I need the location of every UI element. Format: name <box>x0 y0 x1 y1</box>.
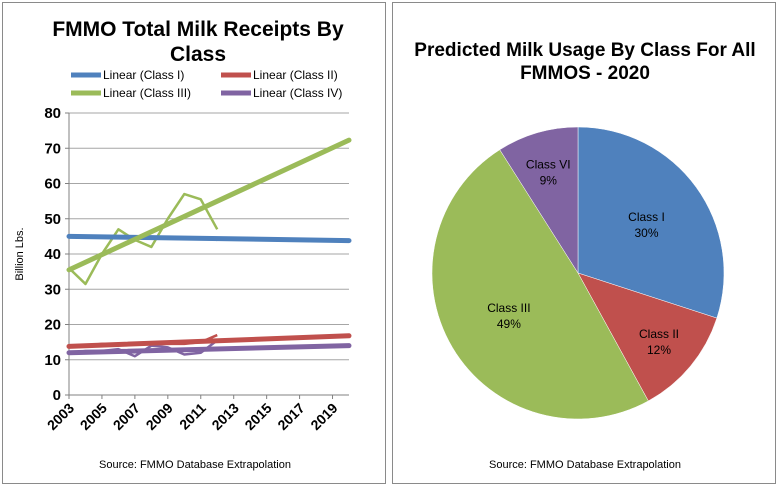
x-tick-label: 2019 <box>307 400 340 433</box>
legend-label: Linear (Class IV) <box>253 86 342 100</box>
pie-label-value: 9% <box>540 174 558 188</box>
pie-label-name: Class II <box>639 327 679 341</box>
x-tick-label: 2005 <box>77 400 110 433</box>
y-tick-label: 70 <box>44 140 61 157</box>
series-line-class-iii <box>68 192 219 286</box>
y-tick-label: 40 <box>44 246 61 263</box>
pie-chart-panel: Predicted Milk Usage By Class For All FM… <box>392 2 776 484</box>
trend-line-class-i <box>66 233 352 244</box>
x-tick-label: 2003 <box>44 400 77 433</box>
pie-slice-class-i <box>577 126 725 319</box>
pie-label-value: 49% <box>497 317 521 331</box>
pie-slice-class-ii <box>577 272 718 402</box>
x-tick-label: 2009 <box>143 400 176 433</box>
pie-label-name: Class I <box>628 210 665 224</box>
x-tick-label: 2007 <box>110 400 143 433</box>
line-chart-source: Source: FMMO Database Extrapolation <box>99 459 291 471</box>
x-tick-label: 2015 <box>241 400 274 433</box>
pie-slice-class-iii <box>431 149 649 420</box>
legend-label: Linear (Class II) <box>253 68 338 82</box>
pie-chart-source: Source: FMMO Database Extrapolation <box>489 459 681 471</box>
x-tick-label: 2011 <box>176 400 209 433</box>
pie-label-name: Class VI <box>526 158 571 172</box>
y-tick-label: 0 <box>53 387 61 404</box>
y-tick-label: 10 <box>44 352 61 369</box>
pie-slice-class-vi <box>499 126 579 274</box>
trend-line-class-ii <box>66 333 352 349</box>
x-tick-label: 2013 <box>208 400 241 433</box>
y-tick-label: 60 <box>44 176 61 193</box>
line-chart-title: FMMO Total Milk Receipts By Class <box>52 18 344 66</box>
legend-label: Linear (Class I) <box>103 68 184 82</box>
pie-label-name: Class III <box>487 301 530 315</box>
y-tick-label: 20 <box>44 317 61 334</box>
pie-chart-title: Predicted Milk Usage By Class For All FM… <box>414 40 756 84</box>
pie-label-value: 30% <box>634 226 658 240</box>
line-chart-panel: FMMO Total Milk Receipts By Class 0 10 20 3… <box>2 2 386 484</box>
y-axis-label: Billion Lbs. <box>14 227 26 280</box>
y-tick-label: 50 <box>44 211 61 228</box>
legend-label: Linear (Class III) <box>103 86 191 100</box>
y-tick-label: 80 <box>44 105 61 122</box>
pie-label-value: 12% <box>647 343 671 357</box>
trend-line-class-iii <box>66 137 352 273</box>
pie-chart-svg: Class I 30% Class II 12% Class III 49% Class V… <box>431 126 725 420</box>
x-tick-label: 2017 <box>274 400 307 433</box>
trend-line-class-iv <box>66 343 352 356</box>
y-tick-label: 30 <box>44 281 61 298</box>
